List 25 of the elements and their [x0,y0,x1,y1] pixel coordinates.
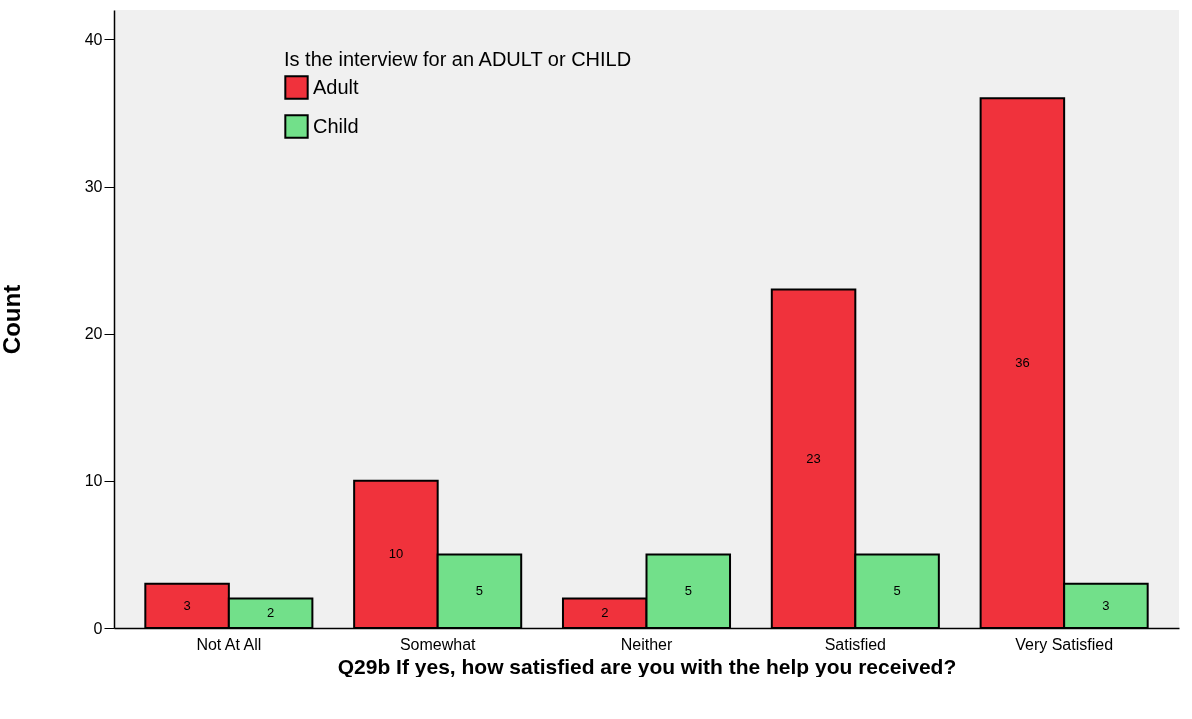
x-axis-title: Q29b If yes, how satisfied are you with the help you received? [337,654,957,678]
x-tick-label: Not At All [196,635,262,653]
y-axis-title: Count [0,284,25,355]
legend-label: Adult [313,75,360,98]
data-label: 2 [267,605,275,621]
y-tick-label: 20 [84,325,103,343]
y-tick-label: 0 [93,619,103,637]
x-tick-label: Satisfied [824,635,887,653]
legend-title: Is the interview for an ADULT or CHILD [284,48,632,70]
data-label: 23 [806,450,821,466]
x-tick-label: Neither [620,635,673,653]
y-tick-label: 10 [84,472,103,490]
data-label: 5 [893,583,901,599]
y-tick-label: 30 [84,178,103,196]
y-tick-label: 40 [84,30,103,48]
x-tick-label: Somewhat [399,635,477,653]
data-label: 5 [684,583,692,599]
data-label: 3 [183,597,191,613]
data-label: 2 [601,605,609,621]
data-label: 5 [475,583,484,599]
data-label: 3 [1102,597,1110,613]
data-label: 10 [388,546,404,562]
data-label: 36 [1015,355,1030,371]
x-tick-label: Very Satisfied [1015,635,1114,653]
legend-label: Child [313,114,359,137]
